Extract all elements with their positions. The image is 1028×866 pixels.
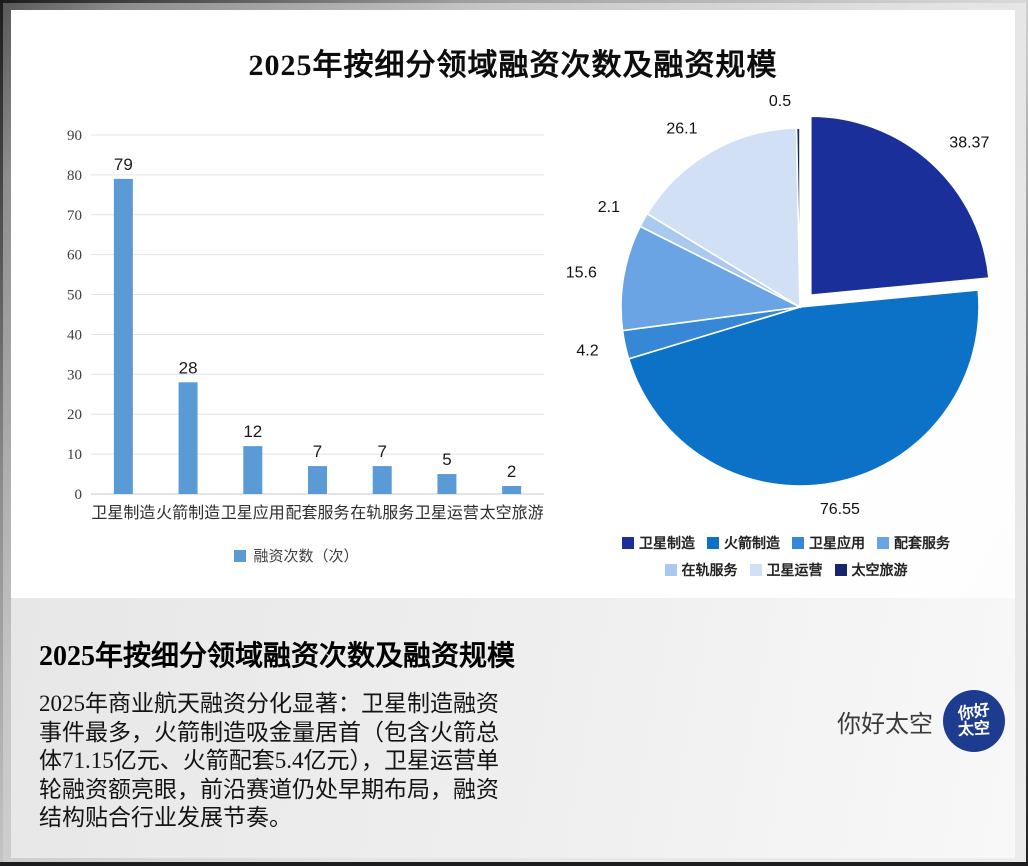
pie-legend-swatch xyxy=(792,537,804,549)
logo-line-2: 太空 xyxy=(957,719,991,739)
pie-value-label: 2.1 xyxy=(598,199,620,216)
y-tick-label: 90 xyxy=(67,128,82,144)
page-title: 2025年按细分领域融资次数及融资规模 xyxy=(248,49,778,82)
pie-slice xyxy=(795,127,801,308)
pie-slice xyxy=(646,127,801,309)
pie-value-label: 38.37 xyxy=(949,135,989,152)
pie-value-label: 26.1 xyxy=(666,120,697,137)
pie-legend-label: 在轨服务 xyxy=(681,562,738,578)
pie-legend-label: 配套服务 xyxy=(894,535,950,551)
pie-value-label: 0.5 xyxy=(769,93,791,110)
bar-value-label: 7 xyxy=(313,442,322,461)
bar-value-label: 79 xyxy=(114,155,133,174)
y-tick-label: 50 xyxy=(67,288,82,304)
y-tick-label: 30 xyxy=(67,367,82,383)
bar-legend: 融资次数（次） xyxy=(39,545,554,566)
pie-slice xyxy=(809,115,990,297)
frame-border-bottom xyxy=(0,862,1028,866)
pie-legend-item: 配套服务 xyxy=(877,533,950,553)
bar-category-label: 太空旅游 xyxy=(480,504,544,522)
bar-category-label: 火箭制造 xyxy=(156,503,220,522)
y-tick-label: 0 xyxy=(75,487,83,503)
pie-legend-label: 卫星运营 xyxy=(766,562,823,578)
pie-slice xyxy=(620,225,803,332)
bar xyxy=(308,466,327,494)
pie-slice xyxy=(627,289,980,487)
brand: 你好太空 你好 太空 xyxy=(837,690,1005,752)
pie-value-label: 4.2 xyxy=(576,343,598,360)
pie-legend-swatch xyxy=(622,537,634,549)
bar xyxy=(502,486,522,494)
y-tick-label: 60 xyxy=(67,248,82,264)
pie-legend-swatch xyxy=(749,564,762,576)
bar-value-label: 12 xyxy=(243,422,262,441)
bar-legend-swatch xyxy=(234,549,247,562)
canvas: 2025年按细分领域融资次数及融资规模 0 10 20 30 40 50 60 70 80 90 7… xyxy=(11,10,1015,858)
pie-legend-item: 卫星运营 xyxy=(749,560,823,580)
pie-legend-item: 火箭制造 xyxy=(707,533,780,553)
bar xyxy=(437,474,457,494)
bar-category-label: 卫星应用 xyxy=(221,503,285,522)
pie-legend-label: 卫星制造 xyxy=(639,535,695,551)
caption-body: 2025年商业航天融资分化显著：卫星制造融资事件最多，火箭制造吸金量居首（包含火… xyxy=(39,691,499,831)
pie-legend-item: 卫星制造 xyxy=(622,533,695,553)
bar xyxy=(372,466,392,494)
bar xyxy=(113,178,133,494)
pie-legend-label: 火箭制造 xyxy=(724,535,780,551)
chart-section: 2025年按细分领域融资次数及融资规模 0 10 20 30 40 50 60 70 80 90 7… xyxy=(11,10,1015,598)
bar xyxy=(178,382,198,494)
y-tick-label: 20 xyxy=(67,407,82,423)
pie-legend-label: 太空旅游 xyxy=(851,562,908,578)
y-tick-label: 10 xyxy=(67,447,82,463)
bar xyxy=(243,446,263,494)
pie-legend: 卫星制造 火箭制造 卫星应用 配套服务在轨服务 卫星运营 太空旅游 xyxy=(606,533,966,580)
bar-value-label: 7 xyxy=(377,442,386,461)
brand-logo-icon: 你好 太空 xyxy=(943,690,1005,752)
pie-value-label: 76.55 xyxy=(820,501,860,518)
bar-chart: 0 10 20 30 40 50 60 70 80 90 79 卫星制造 28 火箭制造 12 卫星应用 7 配套… xyxy=(39,102,554,566)
bar-category-label: 卫星制造 xyxy=(91,504,155,522)
y-tick-label: 40 xyxy=(67,327,82,343)
brand-text: 你好太空 xyxy=(837,710,933,738)
pie-legend-swatch xyxy=(877,537,889,549)
pie-legend-item: 太空旅游 xyxy=(834,560,908,580)
pie-legend-item: 在轨服务 xyxy=(664,560,738,580)
bar-value-label: 28 xyxy=(179,358,198,377)
pie-chart-svg: 38.37 76.55 4.2 15.6 2.1 26.1 0.5 xyxy=(566,93,990,518)
bar-category-label: 在轨服务 xyxy=(350,504,414,522)
bar-legend-label: 融资次数（次） xyxy=(253,549,359,565)
pie-legend-item: 卫星应用 xyxy=(792,533,865,553)
pie-legend-swatch xyxy=(707,537,719,549)
pie-chart: 38.37 76.55 4.2 15.6 2.1 26.1 0.5 卫星制造 火箭制造 卫星应用… xyxy=(556,88,1015,580)
y-tick-label: 70 xyxy=(67,208,82,224)
pie-legend-swatch xyxy=(834,564,847,576)
caption-section: 2025年按细分领域融资次数及融资规模 2025年商业航天融资分化显著：卫星制造… xyxy=(11,598,1015,858)
bar-value-label: 2 xyxy=(507,462,516,481)
caption-heading: 2025年按细分领域融资次数及融资规模 xyxy=(39,641,516,672)
frame-border-left xyxy=(0,0,3,866)
bar-chart-svg: 0 10 20 30 40 50 60 70 80 90 79 卫星制造 28 火箭制造 12 卫星应用 7 配套… xyxy=(67,128,544,522)
frame-border-top xyxy=(0,0,1028,3)
pie-legend-swatch xyxy=(664,564,677,576)
pie-value-label: 15.6 xyxy=(566,265,597,282)
frame-border-right xyxy=(1026,0,1028,866)
bar-value-label: 5 xyxy=(442,450,451,469)
bar-category-label: 卫星运营 xyxy=(415,504,479,522)
pie-legend-label: 卫星应用 xyxy=(809,535,865,551)
bar-category-label: 配套服务 xyxy=(285,504,349,522)
y-tick-label: 80 xyxy=(67,168,82,184)
